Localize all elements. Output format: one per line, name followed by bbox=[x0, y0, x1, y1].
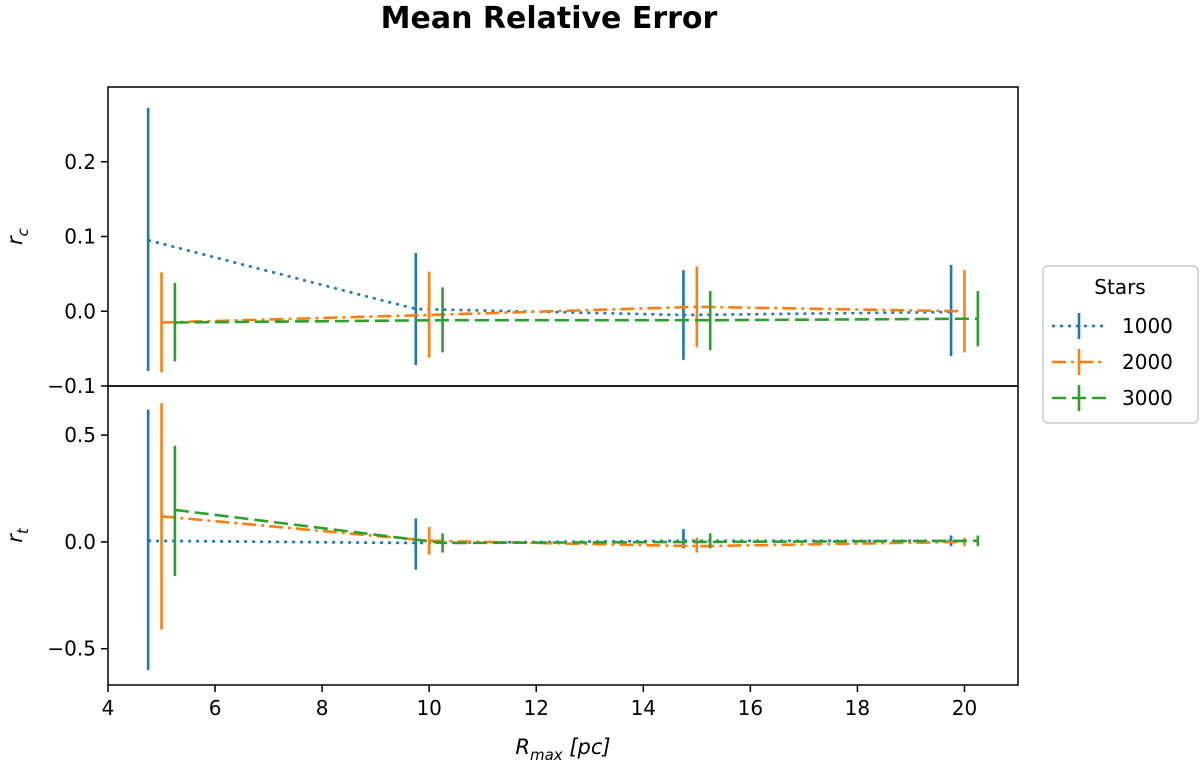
legend-label-2000: 2000 bbox=[1122, 350, 1173, 374]
y-tick-label: 0.5 bbox=[64, 423, 96, 447]
x-axis: 4 6 8 10 12 14 16 18 20 Rmax [pc] bbox=[102, 685, 977, 762]
y-axis-label-sub: t bbox=[14, 527, 32, 534]
x-tick-label: 16 bbox=[738, 696, 763, 720]
series-line-1000 bbox=[148, 539, 952, 545]
x-axis-label: Rmax [pc] bbox=[515, 735, 610, 762]
panel-rc: −0.1 0.0 0.1 0.2 rc bbox=[3, 86, 1019, 398]
y-tick-label: −0.1 bbox=[47, 374, 96, 398]
x-tick-label: 20 bbox=[952, 696, 977, 720]
y-tick-label: 0.2 bbox=[64, 150, 96, 174]
x-axis-label-sub: max bbox=[530, 746, 563, 762]
y-axis-label: rt bbox=[3, 527, 32, 543]
y-axis-label-main: r bbox=[3, 235, 27, 245]
subplot-panels: −0.10.00.10.2rc−0.50.00.5rt bbox=[3, 86, 1019, 686]
panel-rt: −0.5 0.0 0.5 rt bbox=[3, 385, 1019, 686]
y-tick-label: 0.0 bbox=[64, 299, 96, 323]
x-tick-label: 4 bbox=[102, 696, 115, 720]
chart-title: Mean Relative Error bbox=[381, 1, 718, 36]
y-axis-label: rc bbox=[3, 227, 32, 245]
legend: Stars 1000 2000 3000 bbox=[1042, 265, 1199, 424]
x-tick-label: 8 bbox=[316, 696, 329, 720]
x-tick-label: 18 bbox=[845, 696, 870, 720]
series-line-2000 bbox=[161, 305, 965, 324]
plot-frame bbox=[107, 86, 1019, 387]
y-tick-label: 0.0 bbox=[64, 530, 96, 554]
legend-label-1000: 1000 bbox=[1122, 314, 1173, 338]
y-tick-label: −0.5 bbox=[47, 637, 96, 661]
x-tick-label: 12 bbox=[524, 696, 549, 720]
y-axis-label-main: r bbox=[3, 533, 27, 543]
y-axis-label-sub: c bbox=[14, 227, 32, 236]
legend-title: Stars bbox=[1094, 275, 1145, 299]
series-line-1000 bbox=[147, 238, 952, 317]
x-axis-label-main: R bbox=[515, 735, 530, 759]
series-line-3000 bbox=[174, 317, 978, 324]
x-axis-label-unit: [pc] bbox=[563, 735, 611, 759]
legend-box bbox=[1042, 265, 1199, 424]
y-tick-label: 0.1 bbox=[64, 225, 96, 249]
plot-frame bbox=[107, 385, 1019, 686]
x-tick-label: 6 bbox=[209, 696, 222, 720]
x-tick-label: 10 bbox=[416, 696, 441, 720]
legend-label-3000: 3000 bbox=[1122, 386, 1173, 410]
series-line-3000 bbox=[174, 508, 978, 545]
x-tick-label: 14 bbox=[631, 696, 656, 720]
